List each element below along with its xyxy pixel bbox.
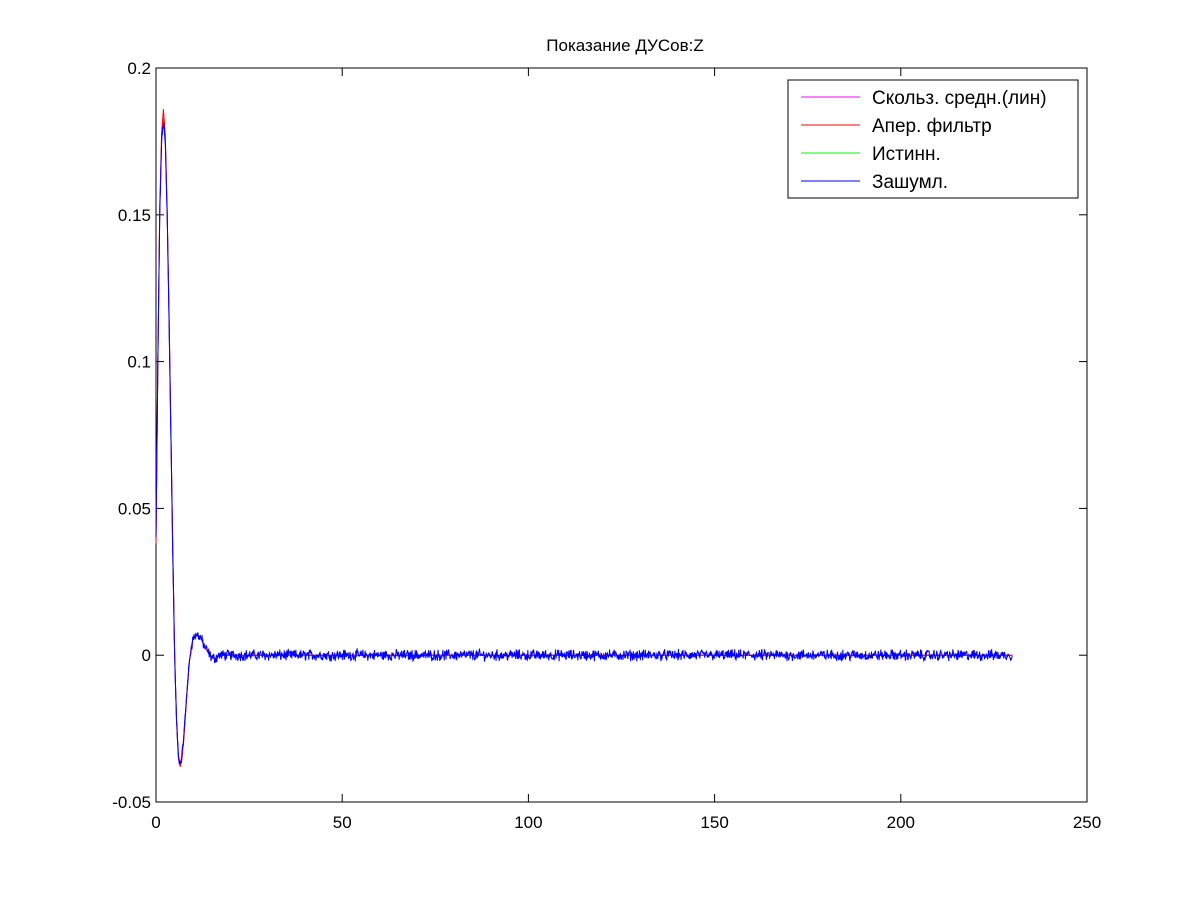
x-tick-label: 250 [1073, 813, 1101, 832]
y-tick-label: -0.05 [112, 793, 151, 812]
x-tick-label: 0 [151, 813, 160, 832]
y-tick-label: 0.05 [118, 499, 151, 518]
legend-entry-label: Скольз. средн.(лин) [872, 88, 1047, 109]
x-tick-label: 50 [333, 813, 352, 832]
x-tick-label: 100 [514, 813, 542, 832]
chart-title: Показание ДУСов:Z [546, 36, 703, 55]
x-tick-label: 150 [700, 813, 728, 832]
y-tick-label: 0.15 [118, 206, 151, 225]
legend-entry-label: Апер. фильтр [872, 116, 992, 137]
legend-entry-label: Зашумл. [872, 172, 948, 193]
y-tick-label: 0.1 [127, 353, 151, 372]
y-tick-label: 0.2 [127, 59, 151, 78]
legend: Скольз. средн.(лин) Апер. фильтр Истинн. За… [787, 79, 1079, 199]
legend-box [787, 79, 1079, 199]
series-line-3 [155, 122, 1013, 765]
legend-entry-label: Истинн. [872, 144, 941, 165]
y-tick-label: 0 [142, 646, 151, 665]
x-tick-label: 200 [887, 813, 915, 832]
